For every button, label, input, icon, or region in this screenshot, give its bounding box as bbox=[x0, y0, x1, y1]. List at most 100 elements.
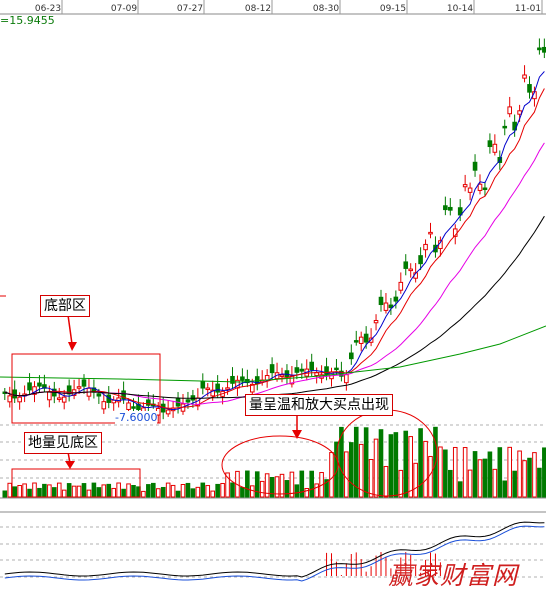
x-tick-label: 09-15 bbox=[380, 4, 406, 14]
candle-body bbox=[47, 391, 52, 401]
macd-dea-line bbox=[4, 525, 545, 582]
volume-bar bbox=[17, 484, 22, 498]
volume-bar bbox=[324, 479, 329, 498]
macd-panel bbox=[4, 521, 545, 582]
candle-body bbox=[309, 361, 314, 371]
candle-body bbox=[383, 302, 389, 311]
volume-signal-arrowhead bbox=[292, 430, 302, 439]
volume-bar bbox=[81, 483, 87, 498]
candle-body bbox=[492, 143, 498, 153]
candle-body bbox=[269, 364, 275, 374]
volume-bar bbox=[27, 488, 32, 498]
candle-body bbox=[502, 125, 508, 129]
volume-bar bbox=[314, 483, 319, 498]
volume-bar bbox=[418, 428, 423, 498]
volume-bar bbox=[472, 451, 478, 498]
volume-bar bbox=[388, 434, 394, 498]
candle-body bbox=[61, 396, 67, 403]
volume-bar bbox=[368, 459, 374, 498]
volume-bar bbox=[497, 447, 503, 498]
volume-bar bbox=[106, 483, 112, 498]
candle-body bbox=[81, 379, 87, 387]
macd-dif-line bbox=[4, 521, 545, 578]
candle-body bbox=[101, 401, 107, 410]
volume-bar bbox=[537, 467, 542, 498]
volume-bar bbox=[467, 469, 473, 498]
x-tick-label: 08-12 bbox=[245, 4, 271, 14]
volume-bar bbox=[358, 443, 364, 498]
candle-body bbox=[131, 406, 136, 409]
candle-body bbox=[443, 205, 448, 211]
volume-bar bbox=[185, 482, 191, 498]
candle-body bbox=[467, 187, 473, 193]
candle-body bbox=[537, 47, 542, 51]
volume-bar bbox=[56, 482, 62, 498]
moving-averages bbox=[0, 71, 546, 411]
volume-bar bbox=[175, 490, 181, 498]
volume-bar bbox=[423, 440, 428, 498]
candle-body bbox=[457, 207, 463, 216]
bottom-zone-arrowhead bbox=[68, 342, 77, 351]
low-volume-rectangle bbox=[11, 468, 141, 498]
volume-bar bbox=[542, 447, 546, 498]
volume-bar bbox=[398, 469, 404, 498]
volume-bar bbox=[205, 485, 211, 498]
volume-ellipse-left bbox=[221, 435, 339, 495]
candle-body bbox=[230, 375, 235, 384]
volume-bar bbox=[309, 470, 314, 498]
candle-body bbox=[27, 382, 32, 391]
candle-body bbox=[185, 399, 191, 403]
volume-bar bbox=[462, 447, 468, 498]
volume-bar bbox=[190, 488, 196, 498]
candle-body bbox=[462, 184, 468, 188]
volume-bar bbox=[86, 489, 92, 498]
x-tick-label: 11-01 bbox=[515, 4, 541, 14]
candle-body bbox=[215, 383, 220, 393]
volume-bar bbox=[378, 429, 384, 498]
volume-bar bbox=[101, 484, 107, 498]
volume-bar bbox=[373, 438, 379, 498]
candle-body bbox=[7, 395, 13, 403]
candle-body bbox=[205, 387, 211, 391]
x-tick-label: 10-14 bbox=[447, 4, 473, 14]
candle-body bbox=[482, 187, 488, 191]
volume-bar bbox=[482, 458, 488, 498]
candle-body bbox=[507, 106, 512, 115]
candle-body bbox=[56, 397, 62, 400]
candle-body bbox=[126, 402, 131, 410]
volume-bar bbox=[210, 490, 215, 498]
volume-bar bbox=[66, 483, 72, 498]
volume-bar bbox=[215, 483, 220, 498]
volume-bar bbox=[299, 470, 305, 498]
candle-body bbox=[210, 389, 215, 397]
volume-bar bbox=[443, 449, 448, 498]
volume-bar bbox=[61, 489, 67, 498]
candle-body bbox=[418, 255, 423, 265]
volume-bar bbox=[339, 426, 344, 498]
candle-body bbox=[423, 243, 428, 251]
volume-bar bbox=[71, 485, 77, 498]
volume-buy-signal-label: 量呈温和放大买点出现 bbox=[245, 394, 393, 416]
volume-bar bbox=[512, 470, 517, 498]
volume-bar bbox=[304, 488, 310, 498]
volume-bar bbox=[37, 487, 42, 498]
volume-bar bbox=[160, 486, 166, 498]
volume-bar bbox=[121, 488, 126, 498]
candle-body bbox=[517, 110, 522, 115]
candle-body bbox=[225, 387, 230, 390]
candle-body bbox=[487, 140, 493, 148]
candle-body bbox=[12, 389, 17, 399]
candle-body bbox=[324, 366, 329, 375]
candle-body bbox=[165, 409, 171, 415]
low-price-label: -7.6000 bbox=[115, 411, 158, 424]
volume-bar bbox=[96, 487, 102, 498]
volume-bar bbox=[413, 462, 418, 498]
volume-bar bbox=[47, 484, 52, 498]
candle-body bbox=[279, 374, 285, 377]
volume-bar bbox=[269, 476, 275, 498]
candle-body bbox=[398, 281, 404, 291]
volume-bar bbox=[502, 480, 508, 498]
candle-body bbox=[294, 367, 300, 373]
volume-bar bbox=[32, 482, 37, 498]
bottom-zone-rectangle bbox=[11, 353, 161, 424]
